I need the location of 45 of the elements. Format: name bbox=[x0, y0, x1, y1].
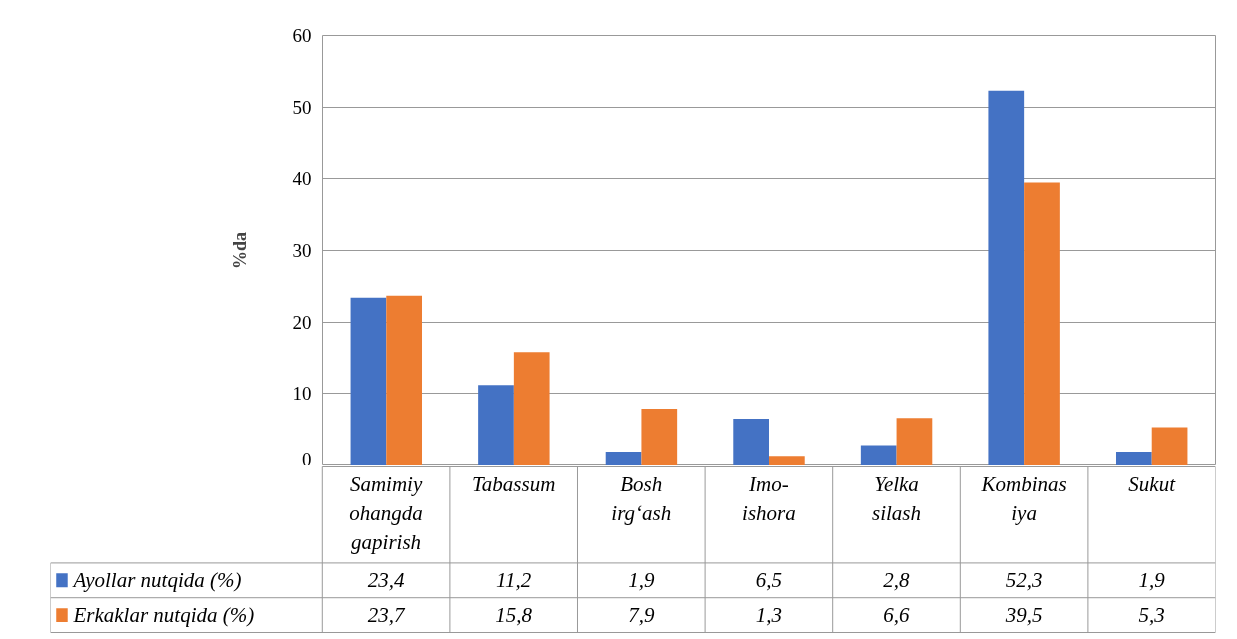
x-tick-label: Sukut bbox=[1128, 472, 1177, 497]
bar bbox=[1024, 182, 1060, 465]
y-tick-label: 50 bbox=[292, 96, 312, 118]
bar bbox=[988, 90, 1025, 465]
x-tick-label: Kombinas iya bbox=[980, 472, 1067, 526]
legend-label: Ayollar nutqida (%) bbox=[71, 568, 242, 593]
x-tick-label: Imo- ishora bbox=[742, 472, 796, 526]
bar bbox=[1115, 451, 1152, 465]
y-tick-label: 40 bbox=[292, 168, 312, 190]
data-label: 6,5 bbox=[755, 568, 783, 593]
x-tick-label: Samimiy ohangda gapirish bbox=[349, 472, 423, 555]
y-tick-label: 0 bbox=[302, 448, 312, 470]
data-label: 6,6 bbox=[883, 603, 911, 628]
data-label: 11,2 bbox=[496, 568, 532, 593]
data-label: 5,3 bbox=[1138, 603, 1165, 628]
bar bbox=[478, 385, 514, 465]
data-label: 15,8 bbox=[495, 603, 533, 628]
bar bbox=[1151, 427, 1188, 465]
data-label: 1,3 bbox=[755, 603, 783, 628]
bar bbox=[641, 408, 678, 465]
data-label: 23,7 bbox=[367, 603, 406, 628]
data-label: 1,9 bbox=[628, 568, 655, 593]
x-tick-label: Tabassum bbox=[472, 472, 556, 497]
data-label: 7,9 bbox=[628, 603, 655, 628]
y-tick-label: 60 bbox=[292, 25, 312, 46]
bar bbox=[896, 418, 933, 465]
x-tick-label: Yelka silash bbox=[871, 472, 922, 526]
data-label: 39,5 bbox=[1004, 603, 1043, 628]
y-tick-label: 10 bbox=[292, 383, 312, 405]
bar bbox=[350, 297, 387, 465]
bar bbox=[769, 456, 805, 465]
bar bbox=[386, 295, 423, 465]
data-label: 23,4 bbox=[367, 568, 405, 593]
bar bbox=[733, 418, 769, 465]
bar bbox=[513, 352, 550, 465]
data-label: 2,8 bbox=[883, 568, 911, 593]
data-label: 52,3 bbox=[1005, 568, 1043, 593]
legend-label: Erkaklar nutqida (%) bbox=[72, 603, 255, 628]
y-tick-label: 30 bbox=[292, 240, 312, 261]
y-tick-label: 20 bbox=[292, 311, 312, 333]
x-tick-label: Bosh irg‘ash bbox=[611, 472, 672, 526]
bar bbox=[860, 445, 897, 465]
data-label: 1,9 bbox=[1138, 568, 1166, 593]
bar bbox=[605, 451, 642, 465]
y-axis-title: %da bbox=[229, 231, 250, 270]
